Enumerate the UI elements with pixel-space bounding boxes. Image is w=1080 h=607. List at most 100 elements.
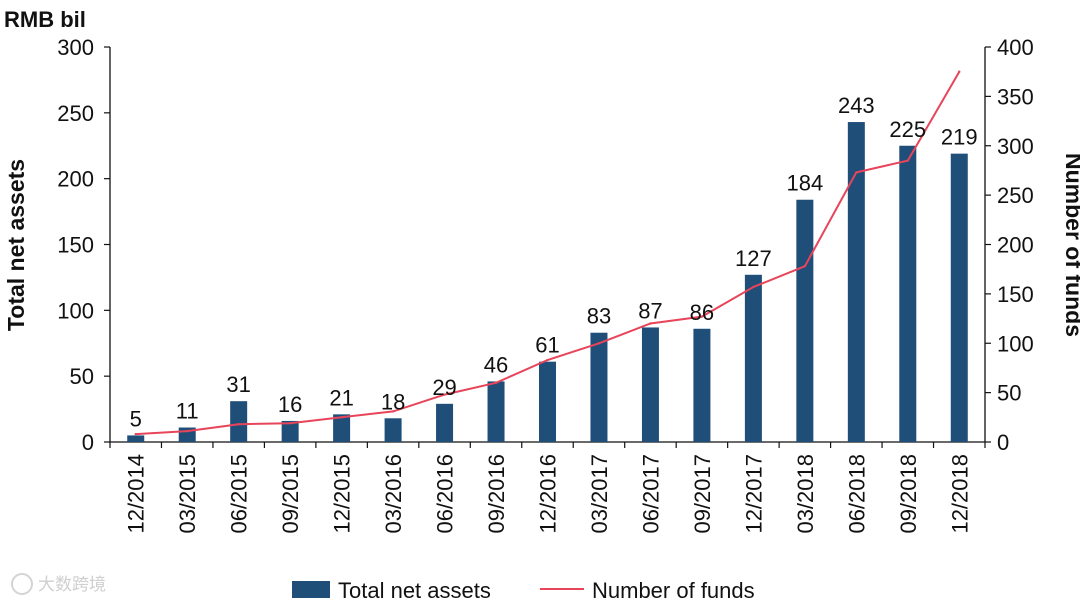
y-tick-label-left: 250 bbox=[57, 101, 94, 126]
y-tick-label-left: 100 bbox=[57, 298, 94, 323]
x-tick-label: 12/2014 bbox=[124, 454, 149, 534]
x-tick-label: 03/2015 bbox=[175, 454, 200, 534]
y-tick-label-left: 0 bbox=[82, 430, 94, 455]
x-tick-label: 03/2017 bbox=[587, 454, 612, 534]
x-tick-label: 06/2017 bbox=[638, 454, 663, 534]
x-tick-label: 03/2018 bbox=[793, 454, 818, 534]
x-tick-label: 12/2018 bbox=[947, 454, 972, 534]
legend-label-bar: Total net assets bbox=[338, 578, 491, 603]
line-point bbox=[803, 265, 807, 268]
bar-data-label: 31 bbox=[226, 372, 250, 397]
bar-data-label: 127 bbox=[735, 246, 772, 271]
bar bbox=[333, 414, 351, 442]
bar bbox=[281, 420, 299, 442]
y-tick-label-left: 50 bbox=[70, 364, 94, 389]
line-point bbox=[134, 432, 137, 436]
x-tick-label: 09/2018 bbox=[896, 454, 921, 534]
bar-data-label: 87 bbox=[638, 298, 662, 323]
line-series bbox=[134, 70, 961, 436]
x-tick-label: 12/2016 bbox=[536, 454, 561, 534]
y-tick-label-right: 350 bbox=[997, 84, 1034, 109]
bar-data-label: 5 bbox=[130, 406, 142, 431]
bar-data-label: 18 bbox=[381, 389, 405, 414]
y-tick-label-right: 100 bbox=[997, 331, 1034, 356]
bar bbox=[693, 328, 711, 442]
line-point bbox=[958, 70, 961, 73]
y-tick-label-right: 0 bbox=[997, 430, 1009, 455]
bar bbox=[899, 145, 917, 442]
bar bbox=[230, 401, 248, 442]
bar bbox=[127, 435, 145, 442]
x-tick-label: 03/2016 bbox=[381, 454, 406, 534]
x-tick-label: 06/2015 bbox=[227, 454, 252, 534]
y-tick-label-left: 150 bbox=[57, 233, 94, 258]
line-point bbox=[597, 342, 601, 345]
y-tick-label-left: 300 bbox=[57, 35, 94, 60]
bar-data-label: 16 bbox=[278, 392, 302, 417]
y-tick-label-left: 200 bbox=[57, 167, 94, 192]
legend-swatch-bar bbox=[292, 581, 330, 598]
y-tick-label-right: 50 bbox=[997, 381, 1021, 406]
x-tick-label: 06/2018 bbox=[844, 454, 869, 534]
line-point bbox=[649, 322, 652, 325]
line-point bbox=[443, 393, 446, 396]
bar bbox=[950, 153, 968, 442]
bar bbox=[590, 332, 608, 442]
bar-data-label: 219 bbox=[941, 125, 978, 150]
line-point bbox=[494, 381, 498, 384]
bar bbox=[487, 381, 505, 442]
line-point bbox=[700, 315, 704, 318]
watermark: 大数跨境 bbox=[11, 573, 106, 595]
unit-label: RMB bil bbox=[4, 7, 86, 32]
bar bbox=[641, 327, 659, 442]
legend-label-line: Number of funds bbox=[592, 578, 755, 603]
line-point bbox=[906, 159, 909, 162]
legend: Total net assets Number of funds bbox=[292, 578, 755, 603]
y-ticks-right: 0 50 100 150 200 250 300 350 400 bbox=[985, 35, 1034, 455]
x-tick-label: 06/2016 bbox=[433, 454, 458, 534]
x-tick-label: 12/2017 bbox=[741, 454, 766, 534]
y-axis-left-title: Total net assets bbox=[3, 159, 29, 331]
y-axis-right-title: Number of funds bbox=[1061, 153, 1080, 337]
bar bbox=[744, 274, 762, 442]
data-labels: 5 11 31 16 21 18 29 46 61 83 87 86 127 184 243 225 219 bbox=[130, 93, 978, 431]
bar-data-label: 61 bbox=[535, 333, 559, 358]
bar-data-label: 86 bbox=[690, 300, 714, 325]
line-point bbox=[546, 358, 549, 362]
bar-data-label: 83 bbox=[587, 304, 611, 329]
y-tick-label-right: 150 bbox=[997, 282, 1034, 307]
x-ticks: 12/2014 03/2015 06/2015 09/2015 12/2015 03/20… bbox=[124, 454, 973, 534]
bar bbox=[847, 122, 865, 443]
y-tick-label-right: 200 bbox=[997, 233, 1034, 258]
line-point bbox=[855, 171, 858, 174]
y-ticks-left: 0 50 100 150 200 250 300 bbox=[57, 35, 110, 455]
bar bbox=[539, 361, 556, 442]
bar-data-label: 11 bbox=[176, 399, 199, 424]
line-point bbox=[391, 410, 395, 413]
watermark-logo-icon bbox=[11, 573, 33, 595]
line-point bbox=[186, 429, 189, 433]
bar bbox=[796, 199, 814, 442]
bar-data-label: 29 bbox=[432, 375, 456, 400]
line-point bbox=[752, 285, 755, 289]
y-tick-label-right: 250 bbox=[997, 183, 1034, 208]
bar bbox=[384, 418, 402, 442]
x-tick-label: 09/2016 bbox=[484, 454, 509, 534]
x-tick-label: 09/2015 bbox=[278, 454, 303, 534]
line-point bbox=[340, 416, 343, 419]
line-point bbox=[237, 423, 240, 426]
y-tick-label-right: 300 bbox=[997, 134, 1034, 159]
bar-data-label: 184 bbox=[786, 171, 823, 196]
bar-data-label: 46 bbox=[484, 352, 508, 377]
y-tick-label-right: 400 bbox=[997, 35, 1034, 60]
bar-data-label: 225 bbox=[889, 117, 926, 142]
bar-series bbox=[127, 122, 968, 443]
bar-data-label: 243 bbox=[838, 93, 875, 118]
line-point bbox=[288, 422, 292, 425]
x-tick-label: 09/2017 bbox=[690, 454, 715, 534]
x-tick-label: 12/2015 bbox=[330, 454, 355, 534]
bar bbox=[436, 403, 454, 442]
bar-data-label: 21 bbox=[329, 385, 353, 410]
watermark-text: 大数跨境 bbox=[38, 575, 106, 595]
